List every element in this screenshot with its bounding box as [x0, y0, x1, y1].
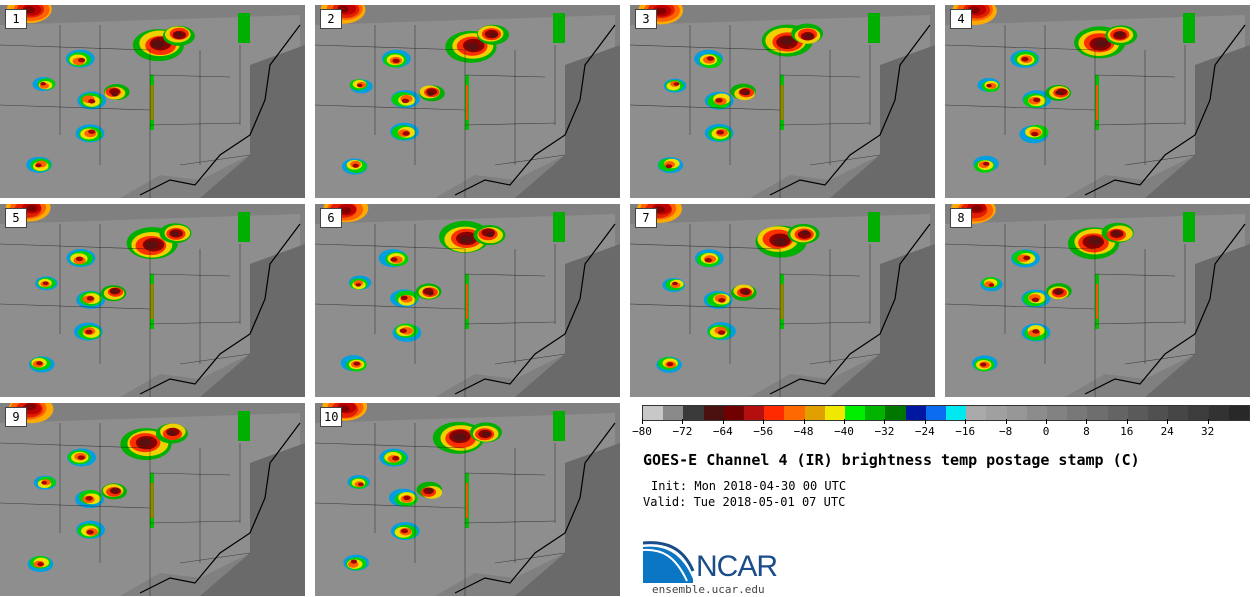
colorbar-tick-label: −64 [712, 425, 733, 438]
ir-map [0, 204, 305, 397]
colorbar-tick-label: −80 [632, 425, 652, 438]
colorbar-tick [642, 419, 643, 424]
colorbar-segment [1087, 406, 1108, 420]
colorbar-tick [803, 419, 805, 424]
figure-title: GOES-E Channel 4 (IR) brightness temp po… [643, 451, 1140, 469]
colorbar-tick-label: −8 [998, 425, 1013, 438]
ir-map [630, 5, 935, 198]
init-time: Init: Mon 2018-04-30 00 UTC [651, 479, 847, 493]
colorbar-tick [1207, 419, 1209, 424]
colorbar-tick [844, 419, 845, 424]
colorbar-segment [986, 406, 1007, 420]
colorbar [642, 405, 1250, 421]
ir-map [630, 204, 935, 397]
ir-panel-4: 4 [945, 5, 1250, 198]
colorbar-tick [763, 419, 765, 424]
colorbar-tick [965, 419, 967, 424]
colorbar-segment [1168, 406, 1189, 420]
colorbar-segment [764, 406, 785, 420]
colorbar-tick [924, 419, 926, 424]
colorbar-segment [1228, 406, 1250, 420]
colorbar-tick-label: 8 [1083, 425, 1090, 438]
colorbar-segment [643, 406, 664, 420]
ir-panel-10: 10 [315, 403, 620, 596]
colorbar-tick [1046, 419, 1047, 424]
ir-map [0, 5, 305, 198]
colorbar-tick [884, 419, 886, 424]
colorbar-segment [865, 406, 886, 420]
colorbar-segment [1208, 406, 1229, 420]
colorbar-segment [1188, 406, 1209, 420]
colorbar-tick-label: 16 [1120, 425, 1134, 438]
colorbar-tick-label: 24 [1160, 425, 1174, 438]
ir-panel-6: 6 [315, 204, 620, 397]
colorbar-segment [1006, 406, 1027, 420]
panel-number: 7 [635, 208, 657, 228]
colorbar-segment [905, 406, 926, 420]
panel-number: 10 [320, 407, 343, 427]
colorbar-tick-label: −16 [955, 425, 976, 438]
colorbar-segment [663, 406, 684, 420]
ir-map [0, 403, 305, 596]
colorbar-segment [1047, 406, 1068, 420]
colorbar-segment [1026, 406, 1048, 420]
ir-map [315, 204, 620, 397]
ir-map [315, 5, 620, 198]
ir-panel-2: 2 [315, 5, 620, 198]
ncar-logo-text: NCAR [696, 550, 778, 583]
colorbar-segment [1148, 406, 1169, 420]
ir-map [945, 204, 1250, 397]
colorbar-segment [885, 406, 906, 420]
panel-number: 3 [635, 9, 657, 29]
ir-panel-9: 9 [0, 403, 305, 596]
ir-panel-5: 5 [0, 204, 305, 397]
colorbar-tick-label: 32 [1200, 425, 1215, 438]
colorbar-tick [1005, 419, 1007, 424]
site-url: ensemble.ucar.edu [652, 583, 765, 596]
ir-panel-7: 7 [630, 204, 935, 397]
panel-number: 4 [950, 9, 972, 29]
colorbar-segment [824, 406, 846, 420]
colorbar-tick-label: −40 [834, 425, 854, 438]
colorbar-tick-label: −24 [914, 425, 935, 438]
colorbar-tick-label: −48 [793, 425, 814, 438]
colorbar-segment [946, 406, 967, 420]
colorbar-segment [1127, 406, 1149, 420]
colorbar-segment [1067, 406, 1088, 420]
panel-number: 9 [5, 407, 27, 427]
colorbar-tick [722, 419, 724, 424]
ir-panel-8: 8 [945, 204, 1250, 397]
colorbar-segment [683, 406, 704, 420]
colorbar-segment [966, 406, 987, 420]
ir-map [315, 403, 620, 596]
panel-number: 8 [950, 208, 972, 228]
colorbar-segment [845, 406, 866, 420]
colorbar-segment [1107, 406, 1128, 420]
colorbar-tick [1086, 419, 1088, 424]
colorbar-segment [723, 406, 745, 420]
colorbar-segment [703, 406, 724, 420]
colorbar-tick [1167, 419, 1169, 424]
colorbar-tick-label: −56 [753, 425, 774, 438]
ncar-logo-icon [643, 541, 695, 583]
colorbar-tick [1126, 419, 1128, 424]
panel-number: 6 [320, 208, 342, 228]
ir-panel-3: 3 [630, 5, 935, 198]
colorbar-tick-label: −72 [672, 425, 693, 438]
colorbar-ticks: −80 −72 −64 −56 −48 −40 −32 −24 −16 −8 0 8 16 24 32 [632, 419, 1248, 443]
colorbar-tick [682, 419, 684, 424]
panel-number: 2 [320, 9, 342, 29]
colorbar-segment [804, 406, 825, 420]
panel-number: 5 [5, 208, 27, 228]
colorbar-tick-label: −32 [874, 425, 895, 438]
colorbar-segment [925, 406, 947, 420]
colorbar-segment [744, 406, 765, 420]
ir-map [945, 5, 1250, 198]
colorbar-segment [784, 406, 805, 420]
valid-time: Valid: Tue 2018-05-01 07 UTC [643, 495, 846, 509]
colorbar-tick-label: 0 [1042, 425, 1050, 438]
panel-number: 1 [5, 9, 27, 29]
ir-panel-1: 1 [0, 5, 305, 198]
